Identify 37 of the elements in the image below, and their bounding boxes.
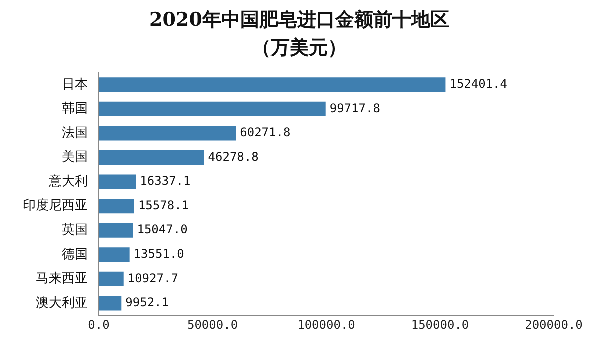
bar [99, 296, 122, 311]
data-label: 10927.7 [128, 271, 178, 286]
y-tick-label: 意大利 [48, 174, 88, 190]
x-tick-label: 0.0 [88, 318, 110, 332]
y-tick-label: 德国 [62, 247, 88, 262]
bar [99, 150, 204, 166]
bar [99, 199, 134, 214]
bar [99, 174, 136, 190]
data-label: 60271.8 [240, 126, 291, 140]
data-label: 9952.1 [126, 296, 169, 310]
data-label: 152401.4 [450, 77, 508, 92]
bar [99, 272, 124, 286]
x-tick-label: 50000.0 [187, 318, 238, 332]
data-label: 16337.1 [140, 174, 191, 188]
chart-subtitle: （万美元） [251, 36, 348, 61]
x-tick-label: 200000.0 [525, 318, 583, 332]
data-label: 15578.1 [138, 198, 190, 212]
y-tick-label: 美国 [62, 149, 88, 166]
bar [99, 248, 130, 262]
y-tick-label: 澳大利亚 [36, 296, 88, 311]
data-label: 13551.0 [134, 247, 184, 262]
chart-title: 2020年中国肥皂进口金额前十地区 [148, 8, 450, 33]
y-tick-label: 日本 [62, 77, 88, 92]
bar [99, 223, 134, 238]
bar [99, 126, 236, 141]
y-tick-label: 印度尼西亚 [23, 198, 88, 214]
data-label: 15047.0 [137, 222, 188, 237]
y-tick-label: 英国 [62, 222, 88, 238]
data-label: 46278.8 [208, 150, 259, 164]
bar [99, 102, 326, 117]
data-label: 99717.8 [330, 101, 380, 116]
x-tick-label: 100000.0 [298, 318, 356, 332]
y-tick-label: 马来西亚 [36, 272, 88, 287]
y-tick-label: 韩国 [62, 102, 88, 117]
bar [99, 78, 446, 92]
y-tick-label: 法国 [62, 126, 88, 141]
x-tick-label: 150000.0 [411, 318, 470, 332]
